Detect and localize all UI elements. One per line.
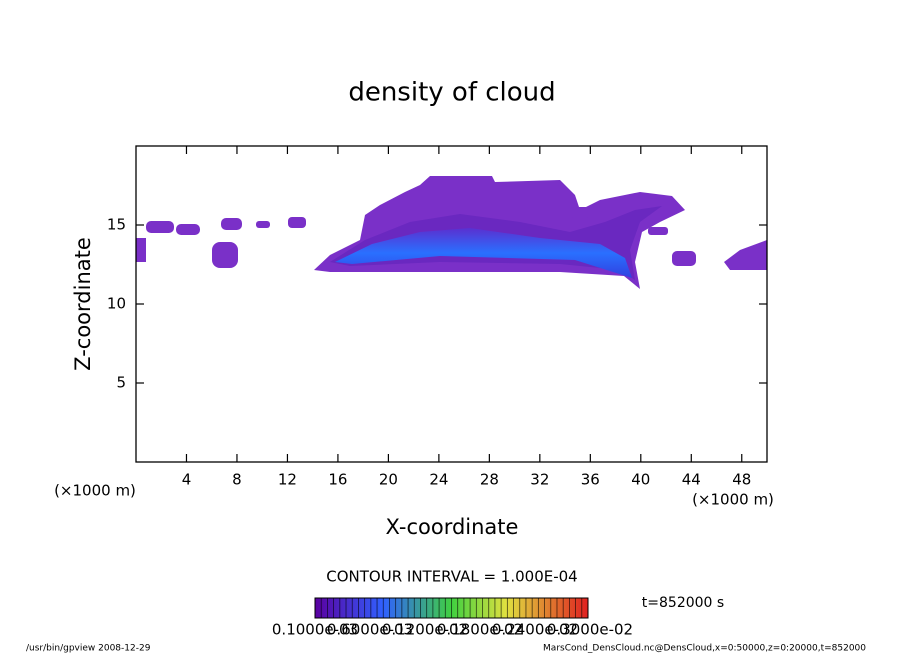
colorbar-label: 0.2400e-02 [492, 621, 578, 639]
y-tick-label: 15 [107, 216, 126, 234]
x-tick-label: 4 [182, 471, 192, 489]
x-tick-label: 24 [429, 471, 448, 489]
colorbar-label: 0.1200e-02 [382, 621, 468, 639]
footer-right: MarsCond_DensCloud.nc@DensCloud,x=0:5000… [543, 644, 866, 654]
footer-left: /usr/bin/gpview 2008-12-29 [26, 644, 151, 654]
x-tick-label: 36 [581, 471, 600, 489]
y-tick-label: 5 [116, 374, 126, 392]
cloud-field [136, 176, 767, 289]
colorbar-label: 0.1800e-02 [437, 621, 523, 639]
contour-interval: CONTOUR INTERVAL = 1.000E-04 [326, 568, 577, 586]
y-unit: (×1000 m) [54, 482, 136, 500]
x-tick-label: 12 [278, 471, 297, 489]
chart-title: density of cloud [348, 78, 555, 108]
x-unit: (×1000 m) [692, 491, 774, 509]
x-tick-label: 28 [480, 471, 499, 489]
x-tick-label: 8 [232, 471, 242, 489]
x-tick-label: 16 [328, 471, 347, 489]
x-tick-label: 48 [732, 471, 751, 489]
x-tick-label: 40 [631, 471, 650, 489]
x-tick-label: 20 [379, 471, 398, 489]
x-axis-label: X-coordinate [386, 515, 519, 539]
time-label: t=852000 s [642, 595, 724, 611]
colorbar-label: 0.3000e-02 [547, 621, 633, 639]
x-tick-label: 32 [530, 471, 549, 489]
x-tick-label: 44 [682, 471, 701, 489]
colorbar-label: 0.1000e-03 [272, 621, 358, 639]
y-axis-label: Z-coordinate [71, 237, 95, 371]
colorbar-label: 0.6000e-03 [327, 621, 413, 639]
y-tick-label: 10 [107, 295, 126, 313]
